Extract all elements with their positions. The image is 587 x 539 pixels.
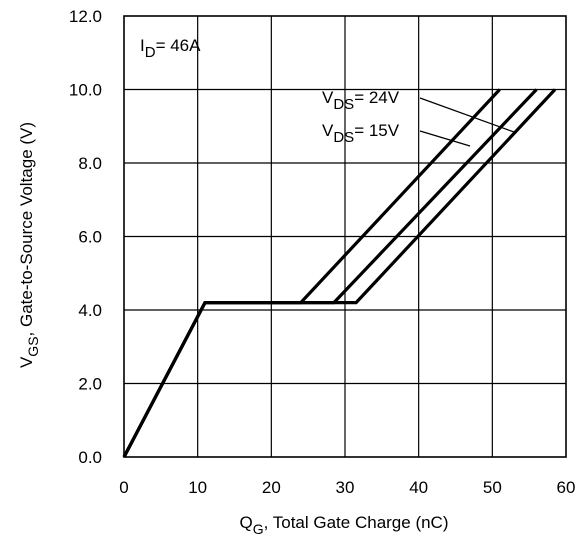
- series-line-3: [122, 88, 557, 458]
- y-tick-label: 8.0: [78, 154, 102, 173]
- x-tick-label: 10: [188, 478, 207, 497]
- x-tick-label: 60: [557, 478, 576, 497]
- y-tick-label: 4.0: [78, 301, 102, 320]
- x-tick-label: 40: [409, 478, 428, 497]
- x-tick-label: 50: [483, 478, 502, 497]
- y-tick-label: 6.0: [78, 228, 102, 247]
- tick-labels: 0 10 20 30 40 50 60 0.0 2.0 4.0 6.0 8.0 10.0 12.0: [69, 7, 576, 497]
- x-tick-label: 20: [262, 478, 281, 497]
- series-line-1: [122, 88, 501, 458]
- x-tick-label: 0: [119, 478, 128, 497]
- x-axis-label: QG, Total Gate Charge (nC): [239, 513, 448, 537]
- annotation-vds15: VDS= 15V: [322, 121, 400, 146]
- x-tick-label: 30: [336, 478, 355, 497]
- annotations: ID= 46A VDS= 24V VDS= 15V: [140, 36, 515, 147]
- y-tick-label: 2.0: [78, 375, 102, 394]
- series-lines: [122, 88, 557, 458]
- y-tick-label: 0.0: [78, 448, 102, 467]
- leader-line-vds15: [419, 130, 471, 147]
- grid: [123, 15, 567, 458]
- y-tick-label: 10.0: [69, 81, 102, 100]
- leader-line-vds24: [419, 97, 515, 133]
- annotation-vds24: VDS= 24V: [322, 88, 400, 113]
- y-axis-label: VGS, Gate-to-Source Voltage (V): [17, 122, 41, 368]
- y-tick-label: 12.0: [69, 7, 102, 26]
- annotation-id: ID= 46A: [140, 36, 201, 61]
- plot-frame: [123, 15, 567, 458]
